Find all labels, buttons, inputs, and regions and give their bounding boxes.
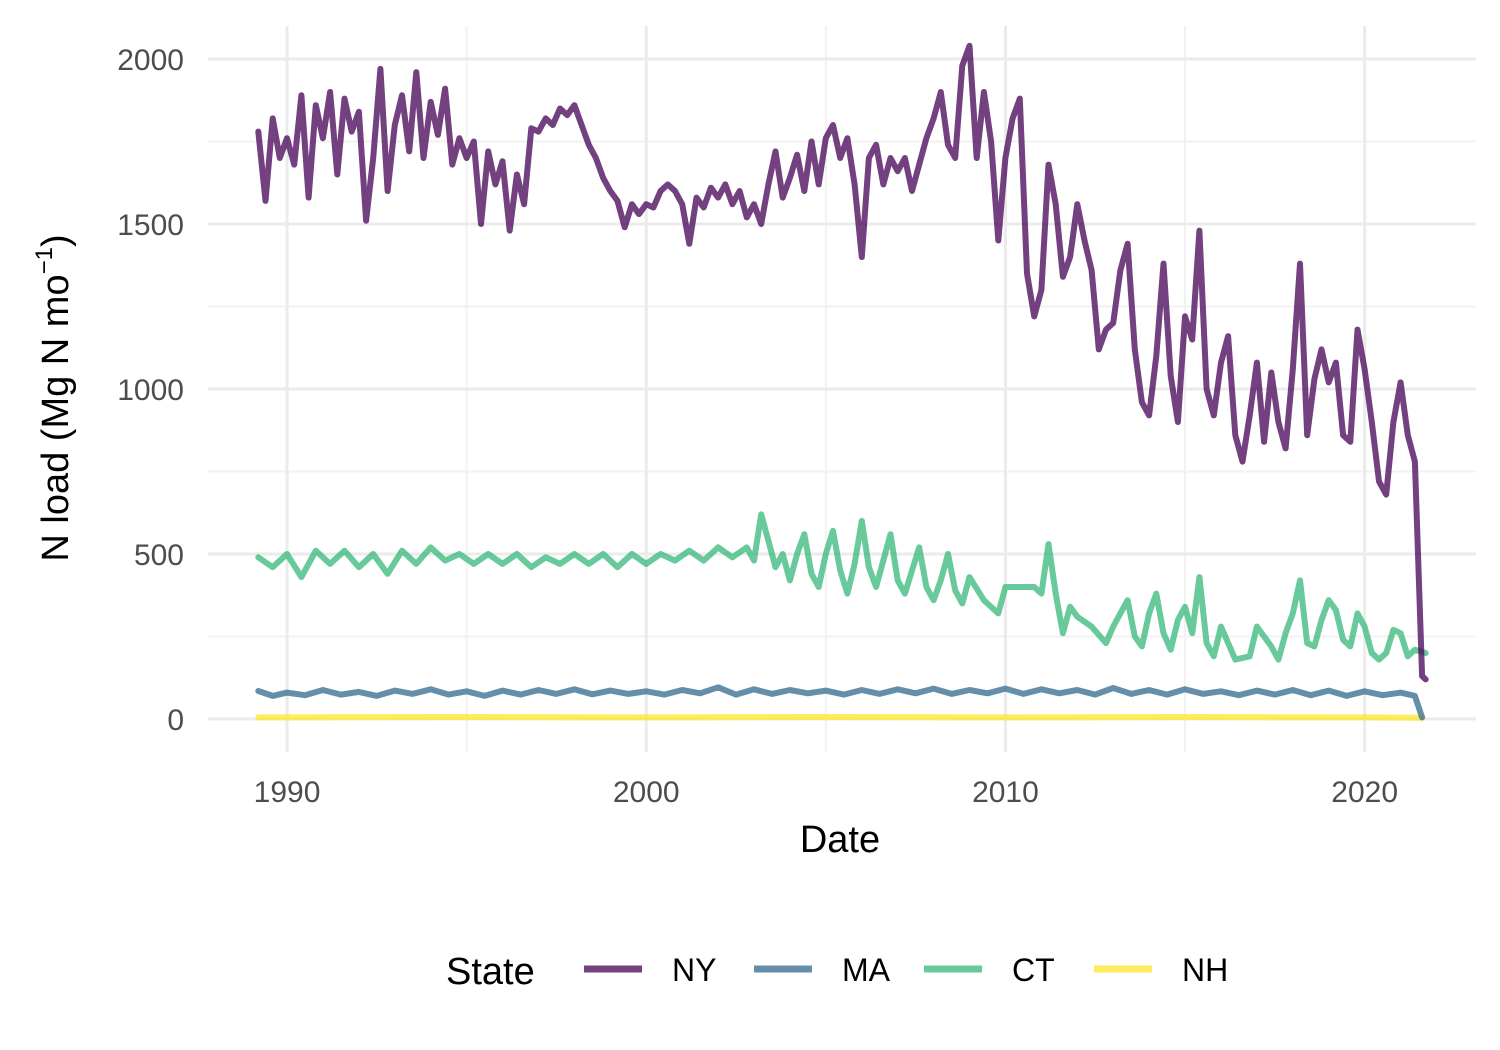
series-line-ny [255, 42, 1429, 683]
x-tick-label: 2000 [613, 776, 680, 809]
y-tick-label: 1000 [117, 374, 184, 407]
series-line-nh [255, 714, 1426, 721]
series-line-ct [255, 511, 1429, 663]
legend-label-ct: CT [1012, 952, 1055, 988]
legend-label-nh: NH [1182, 952, 1228, 988]
y-axis-title-superscript: −1 [31, 247, 58, 274]
legend-label-ny: NY [672, 952, 716, 988]
legend: State NY MA CT NH [446, 951, 1228, 993]
x-axis-title: Date [800, 819, 880, 861]
legend-label-ma: MA [842, 952, 891, 988]
series-lines [255, 42, 1429, 721]
x-tick-label: 2010 [972, 776, 1039, 809]
y-tick-label: 2000 [117, 44, 184, 77]
y-tick-label: 0 [167, 704, 184, 737]
x-tick-label: 2020 [1331, 776, 1398, 809]
y-tick-label: 1500 [117, 209, 184, 242]
y-axis-title-main: N load (Mg N mo [35, 274, 77, 561]
y-tick-label: 500 [134, 539, 184, 572]
series-line-ma [255, 684, 1426, 721]
y-axis-title: N load (Mg N mo−1) [31, 234, 77, 561]
x-tick-label: 1990 [254, 776, 321, 809]
x-axis-tick-labels: 1990 2000 2010 2020 [254, 776, 1398, 809]
y-axis-title-close: ) [35, 234, 77, 247]
legend-title: State [446, 951, 535, 993]
y-axis-tick-labels: 0 500 1000 1500 2000 [117, 44, 184, 737]
